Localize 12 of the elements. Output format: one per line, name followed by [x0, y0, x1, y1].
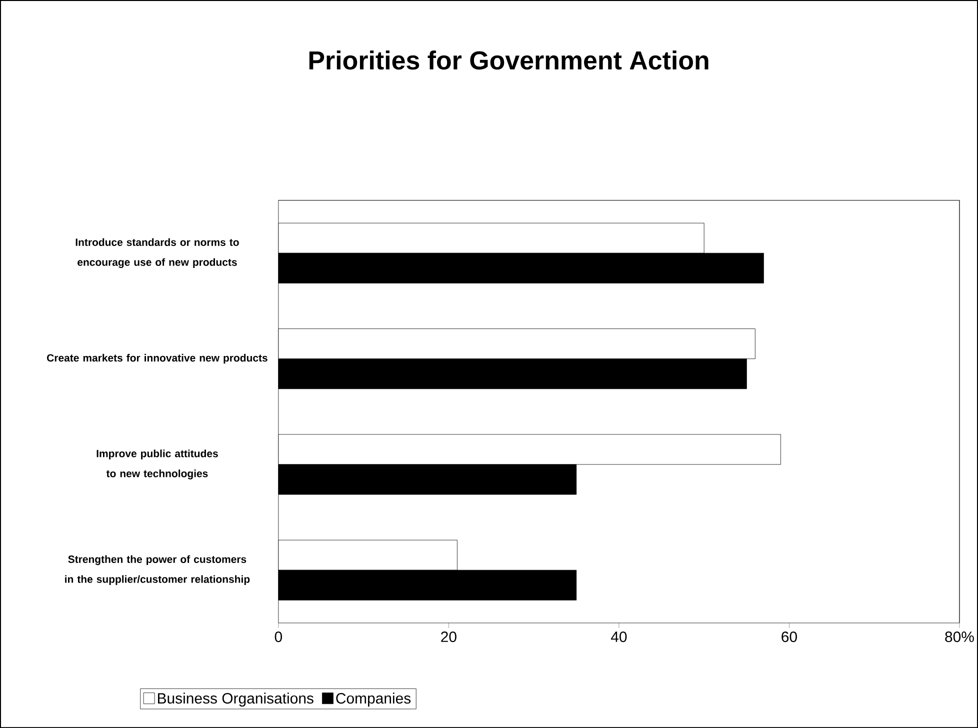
x-tick-label: 80% — [945, 631, 974, 642]
y-tick-label: Improve public attitudes to new technologies — [96, 450, 218, 480]
x-tick-label: 0 — [274, 631, 282, 642]
y-tick-label: Strengthen the power of customers in the supplier/customer relationship — [65, 555, 250, 585]
y-tick-label: Create markets for innovative new products — [47, 354, 268, 364]
legend-label: Business Organisations — [158, 692, 314, 707]
x-tick-label: 20 — [441, 631, 456, 642]
x-tick-label: 60 — [782, 631, 797, 642]
y-tick-label: Introduce standards or norms to encourage use of new products — [76, 238, 239, 268]
legend-label: Companies — [336, 692, 411, 707]
x-tick-label: 40 — [610, 631, 627, 642]
chart-title: Priorities for Government Action — [309, 50, 708, 70]
